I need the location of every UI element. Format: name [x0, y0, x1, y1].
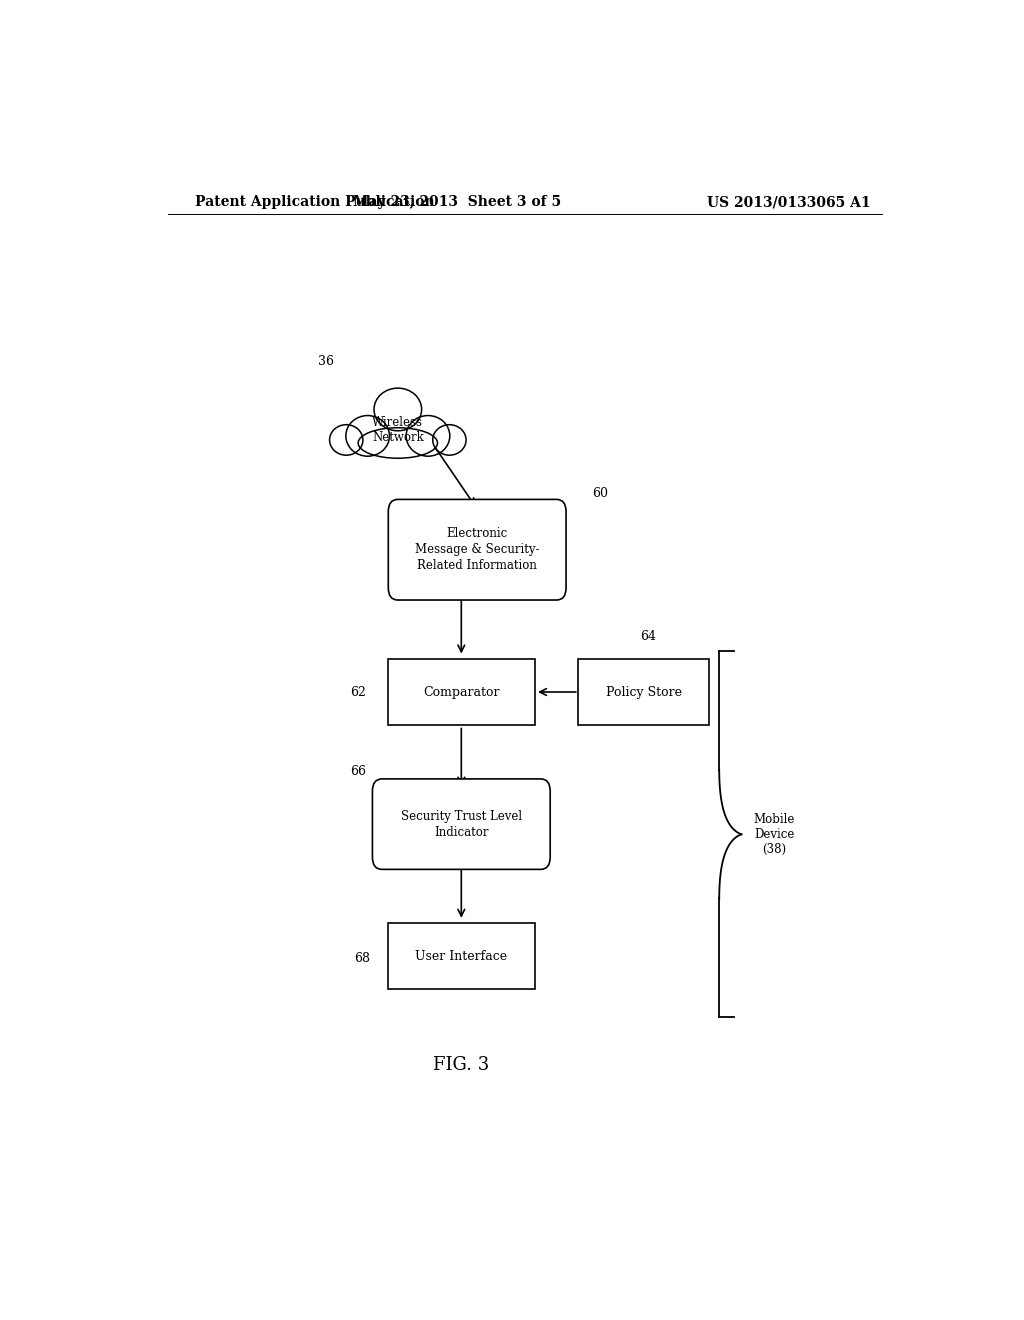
Ellipse shape — [330, 425, 362, 455]
Text: 68: 68 — [354, 952, 371, 965]
Text: Electronic
Message & Security-
Related Information: Electronic Message & Security- Related I… — [415, 527, 540, 572]
Text: User Interface: User Interface — [416, 950, 507, 962]
Ellipse shape — [346, 416, 389, 457]
FancyBboxPatch shape — [388, 499, 566, 601]
Text: 60: 60 — [592, 487, 608, 500]
Text: FIG. 3: FIG. 3 — [433, 1056, 489, 1074]
Bar — [388, 923, 535, 989]
Text: 62: 62 — [350, 685, 367, 698]
Ellipse shape — [407, 416, 450, 457]
Text: Wireless
Network: Wireless Network — [372, 416, 424, 444]
Bar — [579, 659, 710, 725]
Ellipse shape — [433, 425, 466, 455]
FancyBboxPatch shape — [373, 779, 550, 870]
Text: Mobile
Device
(38): Mobile Device (38) — [754, 813, 795, 855]
Text: 66: 66 — [350, 764, 367, 777]
Text: Comparator: Comparator — [423, 685, 500, 698]
Text: 36: 36 — [318, 355, 335, 368]
Text: 64: 64 — [640, 630, 656, 643]
Bar — [388, 659, 535, 725]
Text: Security Trust Level
Indicator: Security Trust Level Indicator — [400, 809, 522, 838]
Ellipse shape — [374, 388, 422, 430]
Text: Patent Application Publication: Patent Application Publication — [196, 195, 435, 209]
Text: May 23, 2013  Sheet 3 of 5: May 23, 2013 Sheet 3 of 5 — [353, 195, 561, 209]
Ellipse shape — [358, 428, 437, 458]
Text: Policy Store: Policy Store — [606, 685, 682, 698]
Text: US 2013/0133065 A1: US 2013/0133065 A1 — [708, 195, 871, 209]
